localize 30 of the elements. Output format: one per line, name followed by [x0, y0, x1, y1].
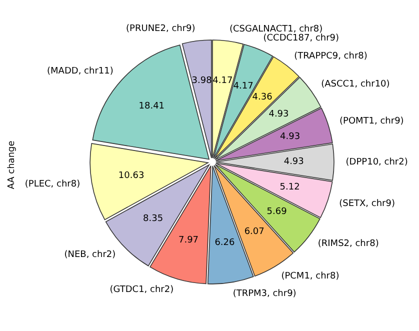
slice-label: (RIMS2, chr8): [318, 238, 379, 249]
slice-label: (TRPM3, chr9): [232, 289, 296, 300]
data-label: 6.07: [244, 227, 264, 238]
slice-label: (PLEC, chr8): [24, 180, 80, 190]
data-label: 4.36: [252, 92, 273, 102]
slice-label: (CCDC187, chr9): [263, 33, 340, 44]
slice-label: (ASCC1, chr10): [321, 80, 390, 90]
data-label: 5.12: [280, 182, 300, 193]
data-label: 4.93: [268, 110, 289, 120]
slice-label: (GTDC1, chr2): [110, 285, 174, 296]
slice-label: (DPP10, chr2): [346, 157, 408, 168]
data-label: 8.35: [143, 214, 164, 224]
slice-label: (MADD, chr11): [47, 66, 114, 77]
data-label: 6.26: [214, 238, 236, 248]
slice-label: (PRUNE2, chr9): [126, 24, 196, 34]
data-label: 5.69: [266, 207, 288, 218]
data-label: 18.41: [138, 102, 165, 112]
data-label: 4.93: [284, 157, 304, 168]
text: AA change: [7, 140, 17, 190]
slice-label: (SETX, chr9): [339, 198, 395, 209]
data-label: 4.93: [280, 132, 300, 142]
data-label: 4.17: [233, 81, 254, 92]
slice-label: (CSGALNACT1, chr8): [229, 24, 323, 34]
data-label: 4.17: [212, 76, 233, 86]
slice-label: (NEB, chr2): [64, 250, 116, 260]
data-label: 7.97: [178, 235, 199, 246]
data-label: 10.63: [118, 170, 144, 181]
slice-label: (TRAPPC9, chr8): [294, 51, 368, 62]
slice-label: (POMT1, chr9): [340, 116, 404, 126]
slice-label: (PCM1, chr8): [281, 272, 340, 282]
